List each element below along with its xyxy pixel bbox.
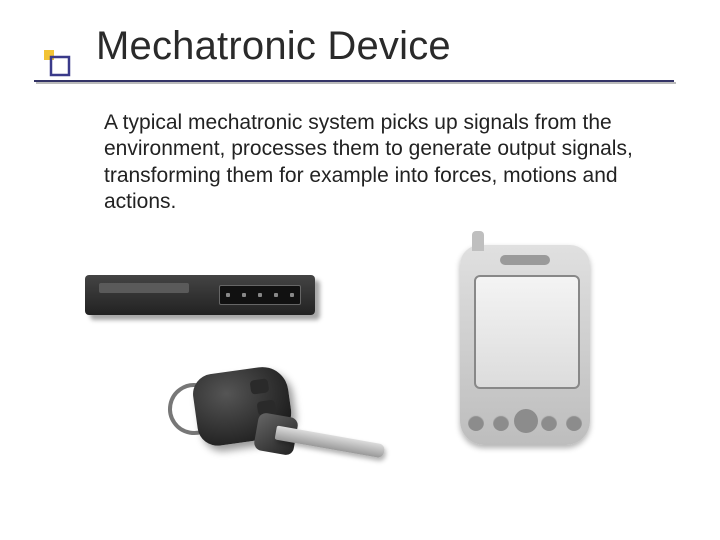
title-underline [34,80,674,82]
key-blade-icon [275,426,386,459]
bullet-icon [42,48,72,78]
slide: Mechatronic Device A typical mechatronic… [0,0,720,540]
pda-phone-icon [460,245,590,445]
slide-title: Mechatronic Device [96,24,451,69]
body-paragraph: A typical mechatronic system picks up si… [104,110,659,215]
image-area [60,255,660,515]
dvd-player-icon [85,275,315,315]
